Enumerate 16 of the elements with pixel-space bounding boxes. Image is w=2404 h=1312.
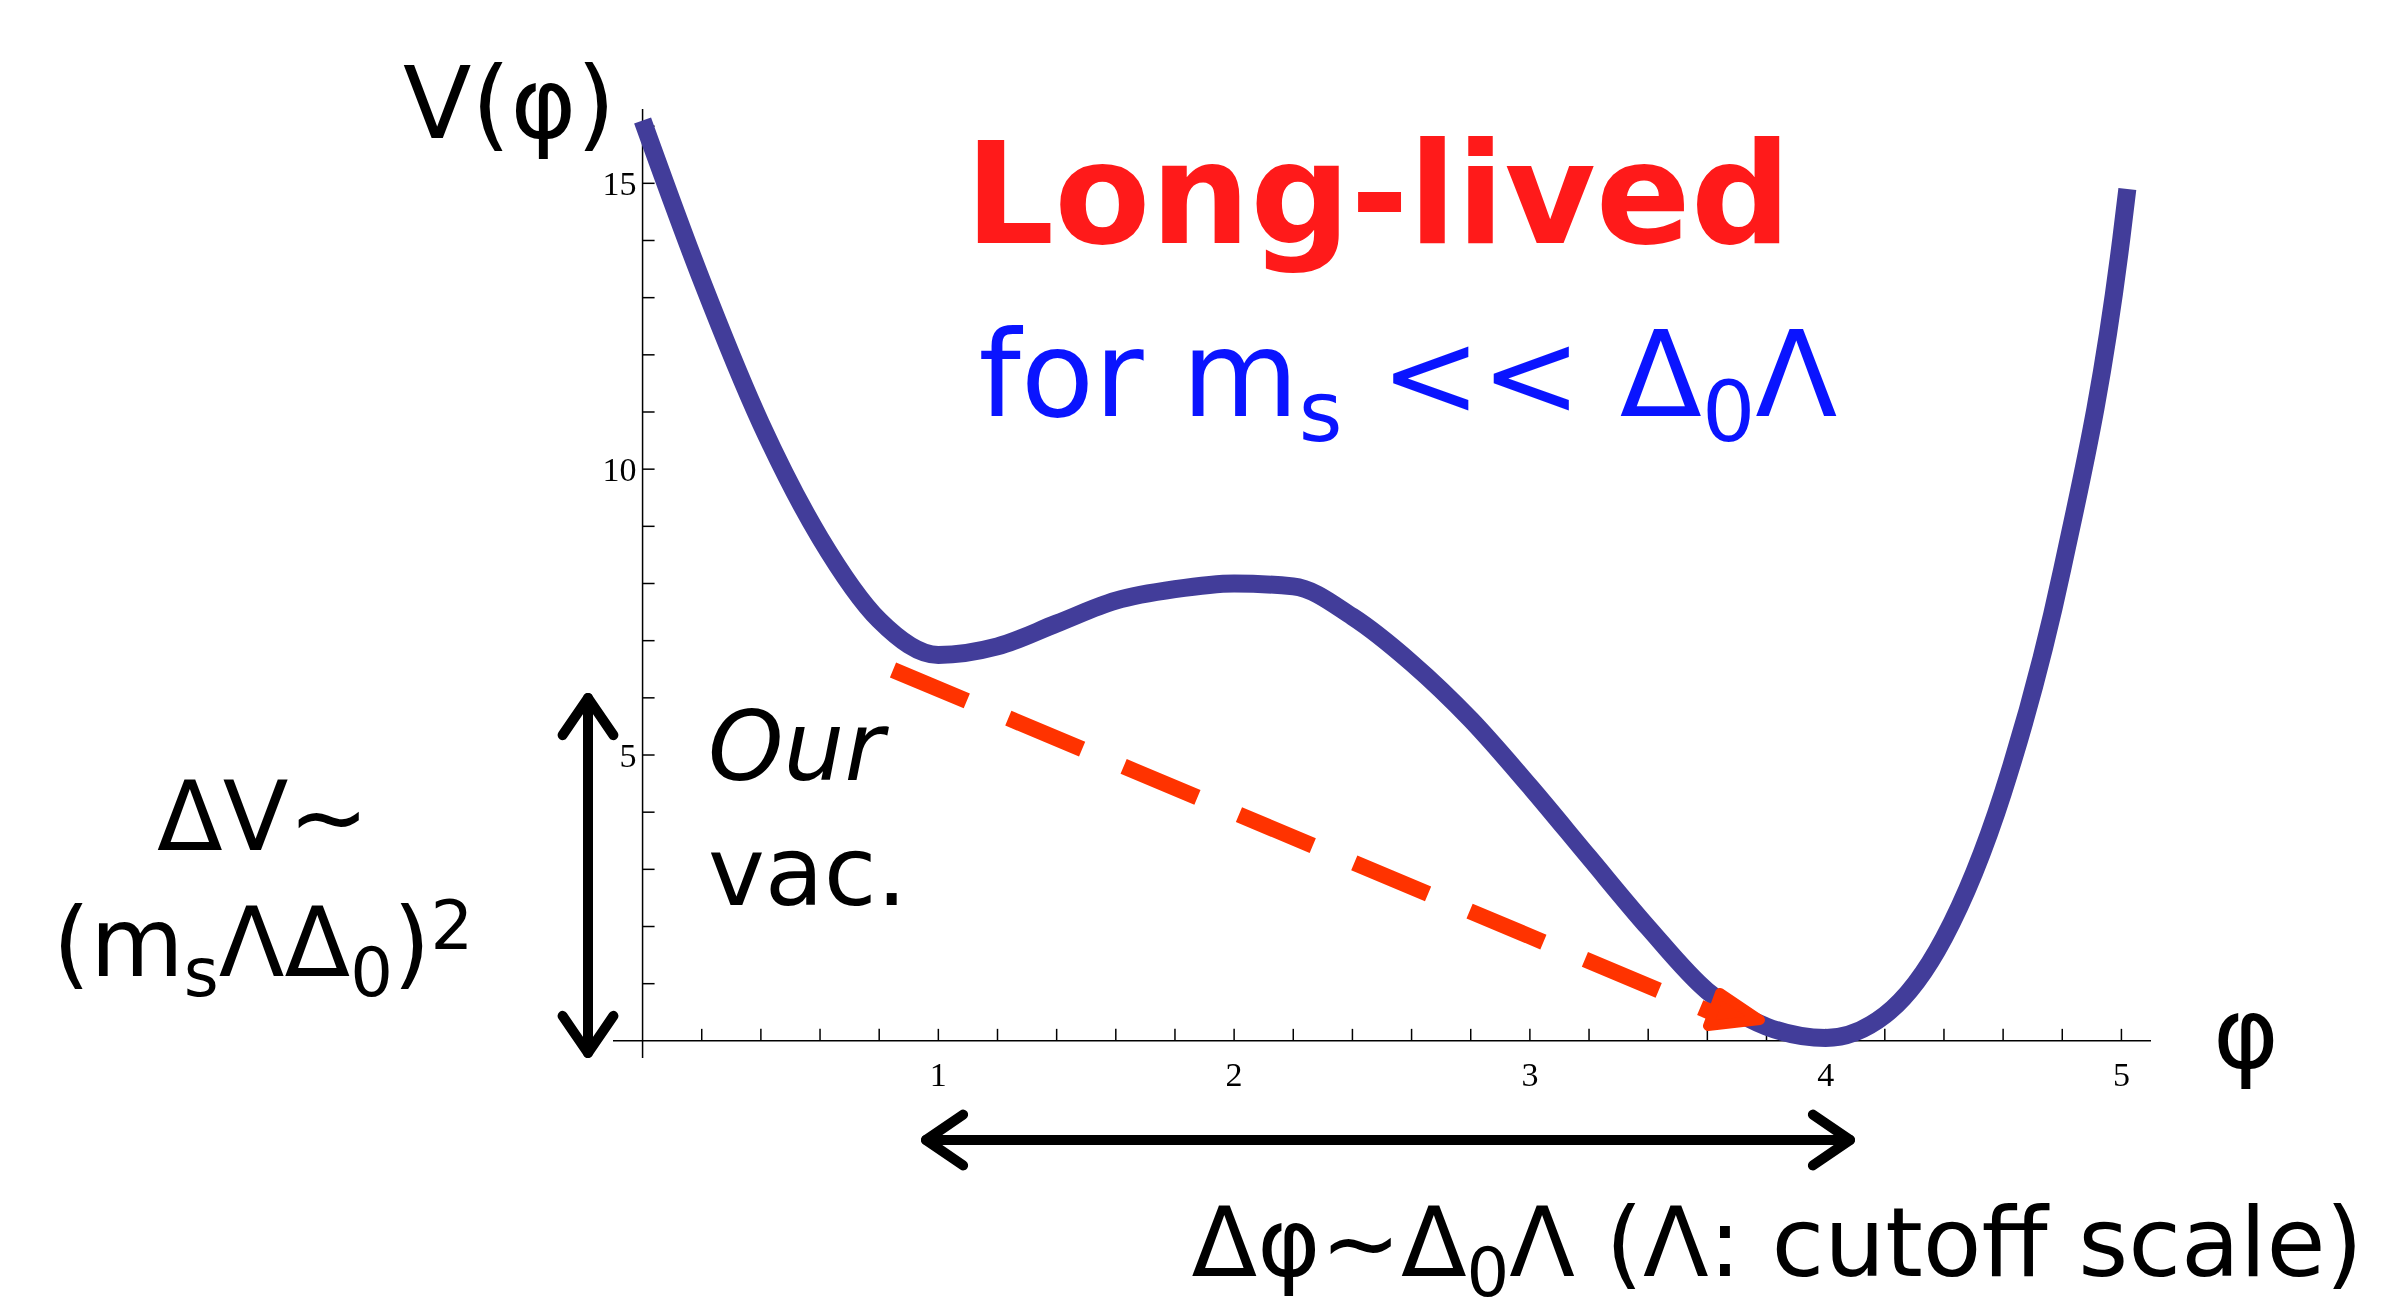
y-axis-title: V(φ) <box>403 45 616 162</box>
text: Δφ~Δ$_{0}$Λ (Λ: cutoff scale) <box>1191 1187 2363 1312</box>
text: ΔV~ <box>157 761 369 873</box>
y-tick-label: 10 <box>602 451 637 489</box>
text: (m$_{s}$ΛΔ$_{0}$)$^{2}$ <box>52 887 474 1013</box>
annotation: Our vac. <box>708 691 907 928</box>
text: for m$_{s}$ << Δ$_{0}$Λ <box>978 305 1838 462</box>
chart-title: Long-lived <box>965 113 1791 276</box>
y-tick-label: 15 <box>602 165 637 203</box>
x-tick-label: 3 <box>1521 1055 1539 1093</box>
x-tick-label: 4 <box>1817 1055 1835 1093</box>
y-tick-label: 5 <box>619 737 637 775</box>
x-tick-label: 2 <box>1225 1055 1243 1093</box>
x-tick-label: 1 <box>929 1055 947 1093</box>
x-tick-label: 5 <box>2112 1055 2130 1093</box>
x-axis-title: φ <box>2213 975 2279 1092</box>
